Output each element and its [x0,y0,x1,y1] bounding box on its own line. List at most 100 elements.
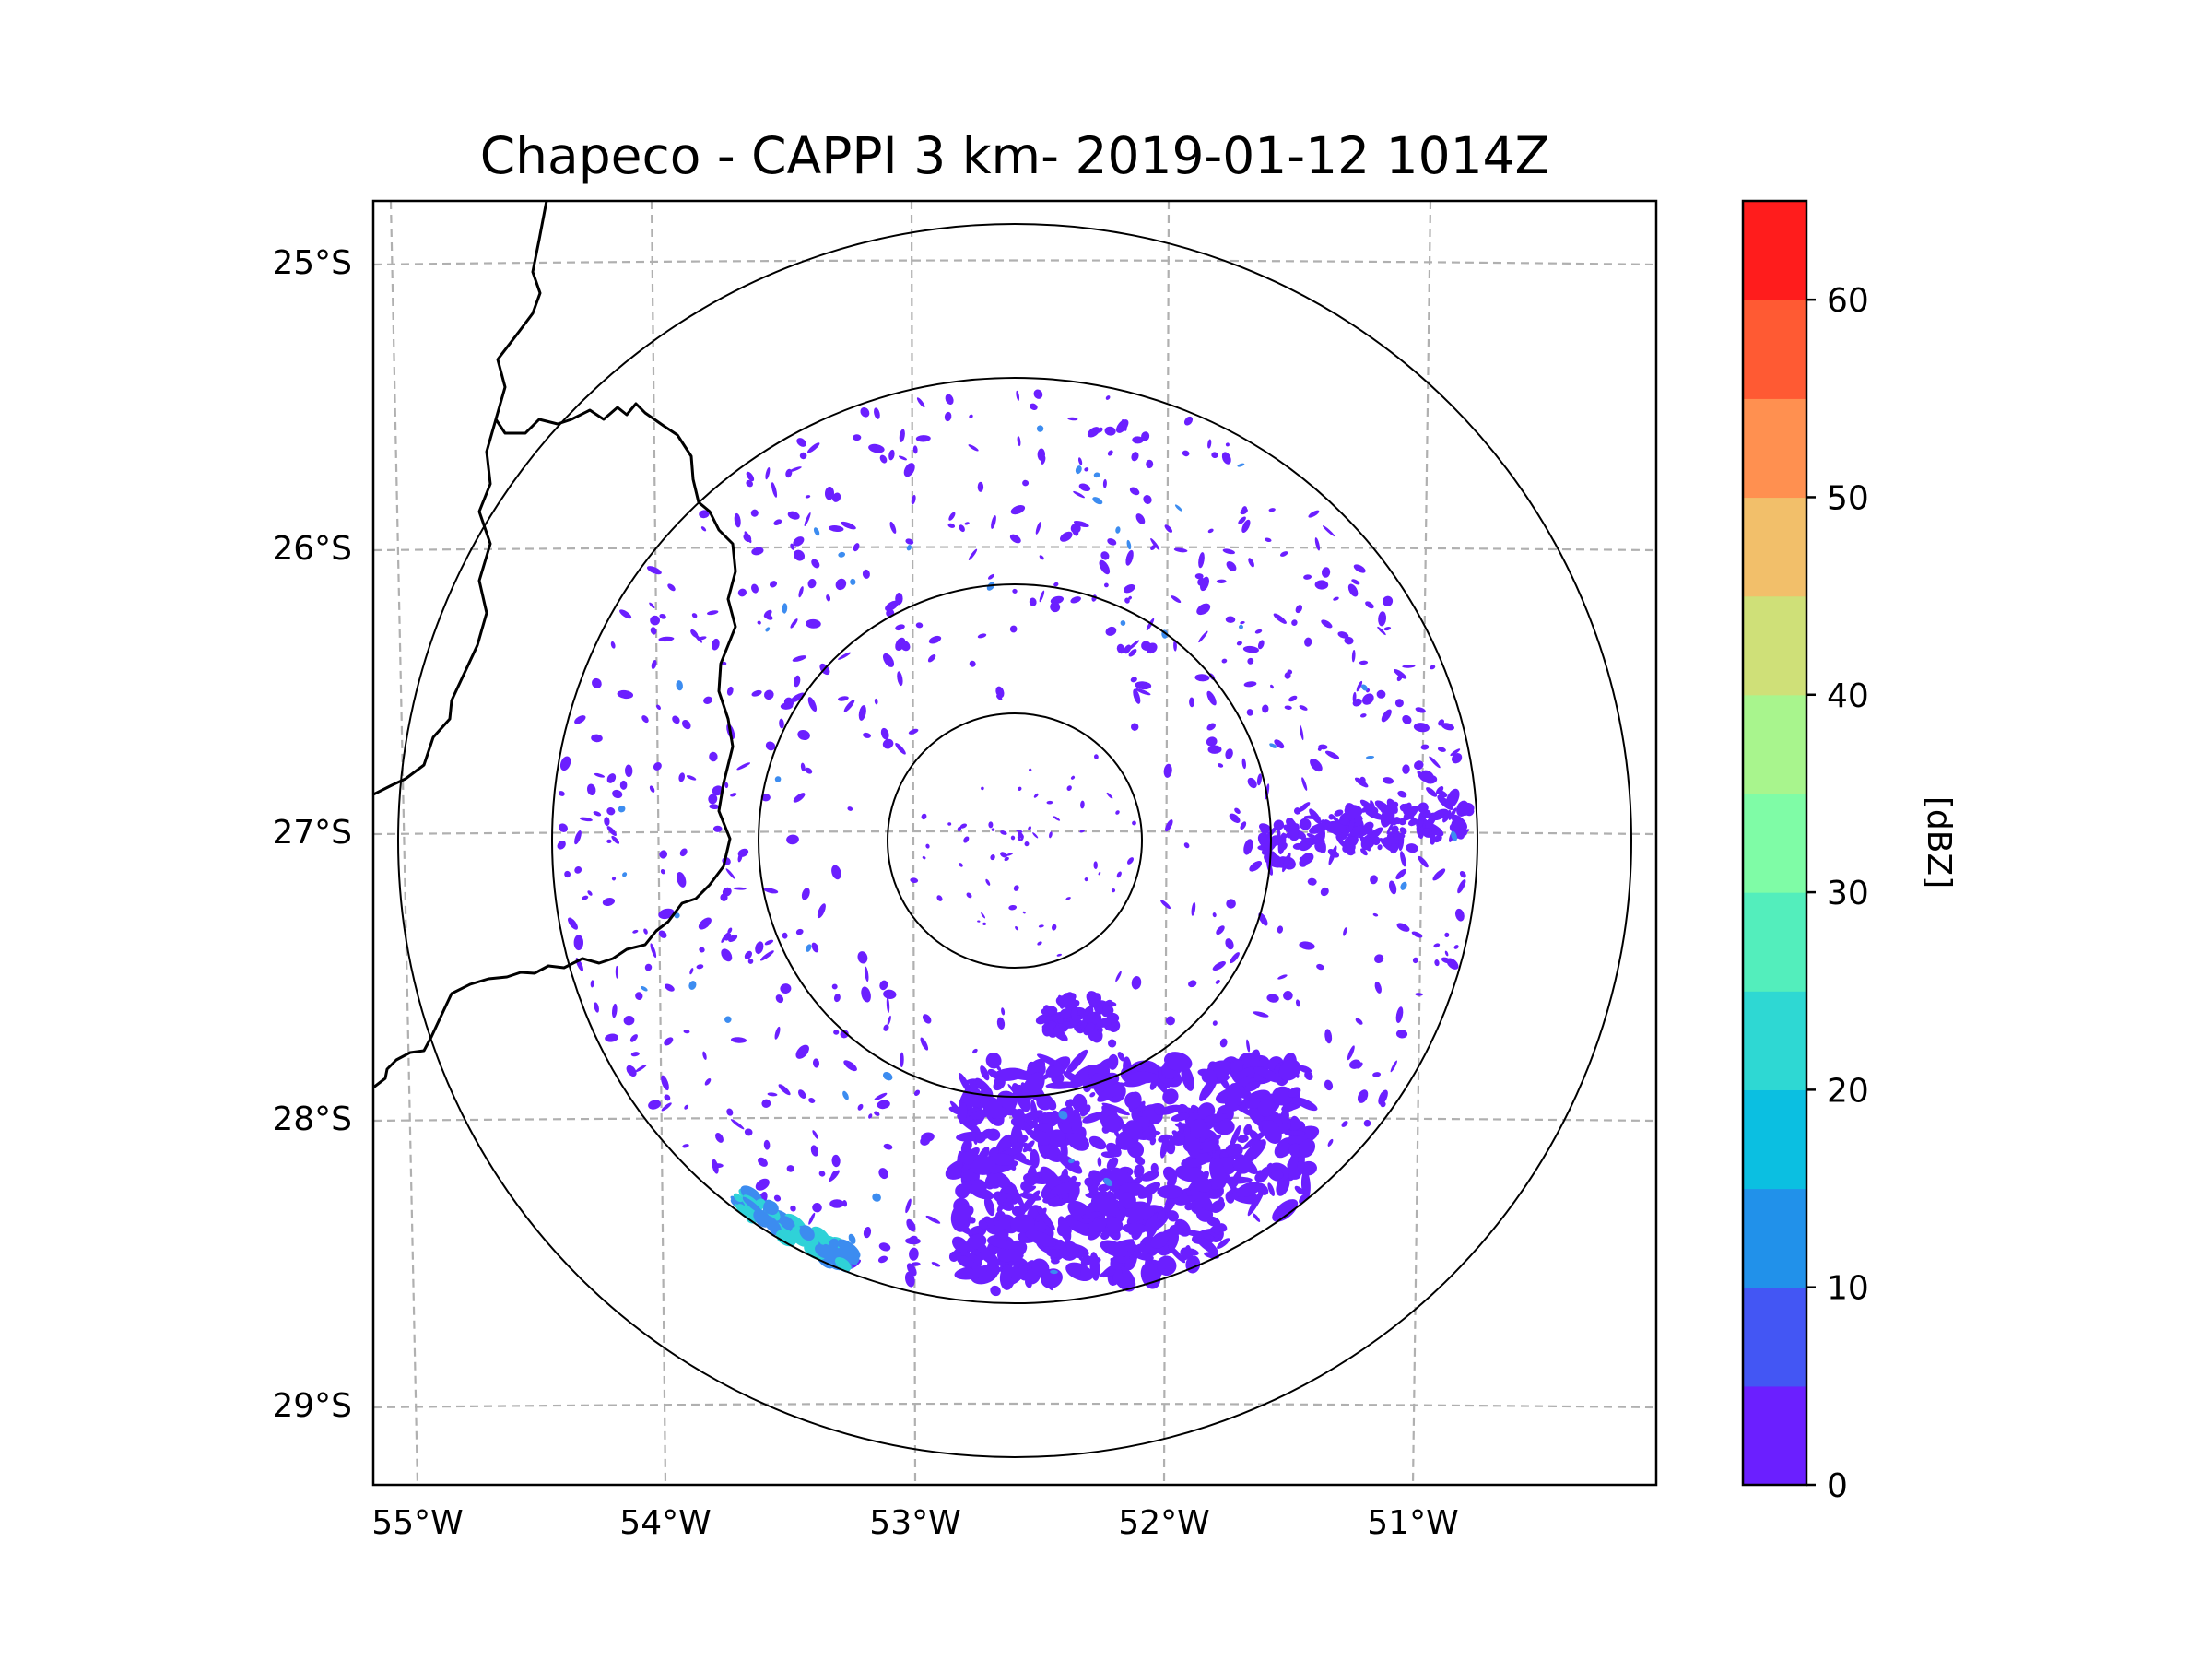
echo-cell [1009,625,1018,633]
echo-cell [1207,439,1212,449]
echo-cell [1143,495,1152,504]
echo-cell [1101,1102,1130,1116]
echo-cell [1412,957,1418,964]
echo-cell [1106,792,1113,799]
echo-cell [1298,802,1311,813]
echo-cell [1230,952,1240,964]
echo-cell [1242,1139,1266,1164]
echo-cell [1131,723,1139,731]
echo-cell [691,613,698,618]
echo-cell [1115,971,1122,982]
echo-cell [1258,912,1268,926]
echo-cell [1029,768,1032,771]
echo-cell [1284,705,1292,710]
echo-cell [991,515,996,529]
echo-cell [988,1238,1019,1250]
echo-cell [1433,943,1441,948]
echo-cell [733,887,747,890]
echo-cell [1171,595,1182,604]
echo-cell [1079,830,1085,833]
echo-cell [1221,658,1228,664]
echo-cell [1096,1018,1112,1028]
echo-cell [838,652,851,660]
echo-cell [1395,1030,1408,1039]
echo-cell [1244,1080,1261,1092]
echo-cell [971,1252,982,1271]
lat-gridline [373,546,1656,552]
echo-cell [798,586,804,598]
echo-cell [1268,508,1276,512]
colorbar-segment [1743,1188,1806,1288]
echo-cell [1183,842,1190,849]
echo-cell [1132,820,1136,826]
echo-cell [1380,1100,1386,1108]
echo-cell [779,718,784,729]
echo-cell [1382,777,1394,784]
echo-cell [1105,626,1117,636]
echo-cell [1378,611,1387,627]
echo-cell [1359,713,1367,718]
echo-cell [649,785,655,793]
echo-cell [810,1145,819,1157]
echo-cell [774,776,782,782]
echo-cell [1162,1088,1179,1105]
echo-cell [1232,1158,1252,1174]
echo-cell [703,696,712,704]
echo-cell [1246,1039,1251,1053]
echo-cell [635,992,643,1000]
echo-cell [1045,1081,1078,1089]
echo-cell [763,1139,771,1150]
echo-cell [1098,871,1101,876]
echo-cell [1328,814,1335,820]
echo-cell [606,826,617,837]
echo-cell [715,1132,724,1143]
colorbar-frame [1741,199,1808,1487]
echo-cell [1361,693,1374,705]
echo-cell [922,855,926,860]
echo-cell [736,762,751,771]
echo-cell [1135,681,1152,690]
echo-cell [1430,665,1436,670]
echo-cell [1437,790,1448,798]
echo-cell [1351,650,1356,663]
echo-cell [1070,1015,1081,1027]
echo-cell [1033,793,1039,798]
echo-cell [920,1037,929,1051]
echo-cell [831,865,841,880]
echo-cell [1211,452,1218,459]
echo-cell [863,1226,872,1239]
lon-gridline [1411,201,1432,1485]
echo-cell [712,1163,724,1169]
echo-cell [1254,1172,1265,1182]
echo-cell [977,920,981,923]
echo-cell [1393,832,1406,841]
echo-cell [801,888,810,900]
echo-cell [805,767,813,774]
echo-cell [775,994,784,1004]
echo-cell [1100,1230,1111,1240]
echo-cell [1418,802,1429,814]
echo-cell [1212,912,1217,918]
echo-cell [646,566,662,575]
echo-cell [1417,771,1426,782]
echo-cell [895,593,903,606]
echo-cell [824,487,835,500]
echo-cell [1273,613,1287,624]
echo-cell [1399,803,1408,812]
lat-gridline [373,830,1656,836]
echo-cell [786,1165,794,1172]
echo-cell [1310,759,1323,772]
echo-cell [1181,1153,1212,1169]
echo-cell [1122,1222,1147,1234]
echo-cell [737,853,743,863]
echo-cell [993,1191,1007,1204]
echo-cell [773,519,782,526]
echo-cell [985,1052,1002,1069]
echo-cell [790,1205,796,1212]
echo-cell [1395,1006,1404,1023]
echo-cell [697,636,707,641]
echo-cell [653,761,662,771]
echo-cell [1361,684,1368,691]
echo-cell [1399,827,1407,835]
